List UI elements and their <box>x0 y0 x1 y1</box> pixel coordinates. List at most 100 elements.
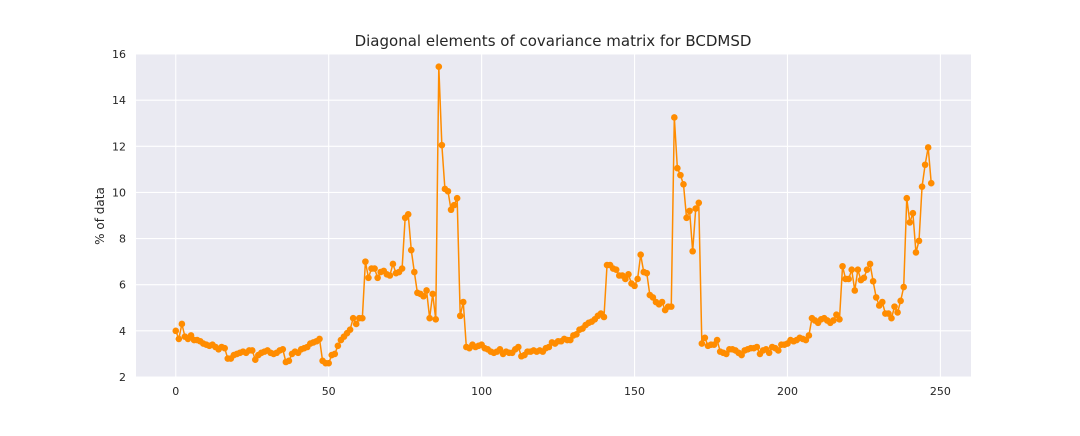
data-point <box>854 266 862 274</box>
data-point <box>836 316 843 323</box>
data-point <box>860 274 868 282</box>
data-point <box>689 247 696 255</box>
x-tick-label: 200 <box>777 385 798 398</box>
data-point <box>450 201 458 209</box>
data-point <box>643 269 651 277</box>
y-tick-label: 4 <box>119 325 126 338</box>
data-point <box>325 359 332 367</box>
y-tick-label: 16 <box>112 48 126 61</box>
data-point <box>407 246 415 254</box>
data-point <box>411 268 418 276</box>
data-point <box>435 63 443 70</box>
data-point <box>839 262 846 270</box>
chart-title: Diagonal elements of covariance matrix f… <box>355 32 752 50</box>
data-point <box>432 316 440 323</box>
data-point <box>863 266 871 274</box>
data-point <box>918 183 926 190</box>
data-point <box>634 275 641 283</box>
data-point <box>444 187 452 195</box>
x-tick-label: 50 <box>322 385 336 398</box>
data-point <box>830 317 837 324</box>
data-point <box>404 211 412 218</box>
data-point <box>438 141 446 149</box>
data-point <box>365 274 372 282</box>
data-point <box>713 336 721 344</box>
data-point <box>848 266 856 274</box>
data-point <box>903 194 911 202</box>
data-point <box>698 340 706 347</box>
data-point <box>386 272 394 279</box>
data-point <box>912 249 920 256</box>
x-tick-label: 0 <box>172 385 179 398</box>
data-point <box>346 326 354 334</box>
data-point <box>927 179 935 187</box>
data-point <box>683 214 690 222</box>
data-point <box>692 205 700 212</box>
data-point <box>658 298 666 306</box>
y-tick-label: 2 <box>119 371 126 384</box>
data-point <box>221 344 228 352</box>
data-point <box>612 266 620 274</box>
x-tick-label: 250 <box>930 385 951 398</box>
data-point <box>869 277 877 285</box>
data-point <box>456 312 464 320</box>
data-point <box>423 287 430 294</box>
data-point <box>515 343 522 351</box>
data-point <box>453 194 461 202</box>
series-group <box>172 63 935 367</box>
data-point <box>667 303 675 310</box>
data-point <box>631 282 638 290</box>
data-point <box>426 314 433 322</box>
data-point <box>285 357 293 365</box>
data-point <box>924 144 932 151</box>
data-point <box>362 258 369 265</box>
data-point <box>398 265 406 272</box>
data-point <box>891 303 898 310</box>
data-point <box>765 349 773 357</box>
data-point <box>178 320 186 328</box>
data-point <box>879 298 886 306</box>
x-tick-label: 100 <box>471 385 492 398</box>
y-tick-label: 14 <box>112 94 126 107</box>
data-point <box>805 332 813 339</box>
data-point <box>921 161 929 169</box>
plot-background <box>136 54 971 377</box>
data-point <box>352 320 360 328</box>
data-point <box>420 292 427 300</box>
data-point <box>701 334 709 342</box>
data-point <box>331 350 339 358</box>
data-point <box>625 271 632 278</box>
data-point <box>637 251 644 259</box>
data-point <box>906 219 914 226</box>
data-point <box>915 237 923 245</box>
data-point <box>872 294 880 301</box>
data-point <box>349 314 357 322</box>
data-point <box>900 283 908 291</box>
y-tick-label: 12 <box>112 140 126 153</box>
data-point <box>897 297 904 305</box>
data-point <box>845 275 852 283</box>
data-point <box>316 335 323 343</box>
x-tick-label: 150 <box>624 385 645 398</box>
data-point <box>677 171 684 179</box>
data-point <box>359 314 366 322</box>
data-point <box>851 287 859 294</box>
data-point <box>686 207 693 215</box>
data-point <box>172 327 180 335</box>
data-point <box>371 265 378 272</box>
data-point <box>175 335 183 343</box>
y-axis-label: % of data <box>93 187 107 245</box>
data-point <box>680 181 687 188</box>
data-point <box>374 274 381 282</box>
data-point <box>753 343 761 351</box>
data-point <box>248 347 256 354</box>
axis-ticks: 0 50 100 150 200 250 2 4 6 8 10 12 14 16 <box>112 48 951 398</box>
data-point <box>695 199 703 207</box>
data-point <box>389 260 397 268</box>
data-point <box>888 314 895 322</box>
data-point <box>334 342 342 350</box>
data-point <box>279 346 287 353</box>
y-tick-label: 8 <box>119 233 126 246</box>
